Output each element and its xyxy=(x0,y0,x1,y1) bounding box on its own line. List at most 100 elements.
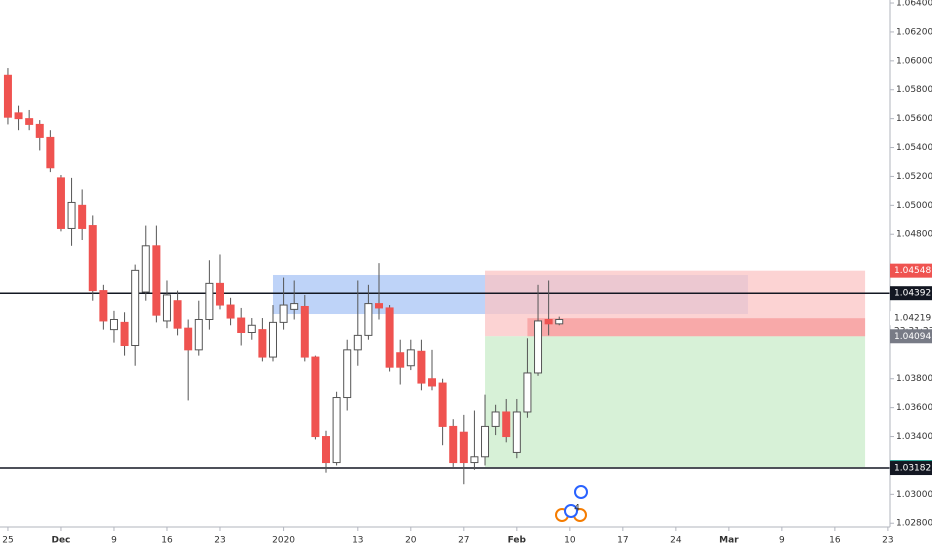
candle-body xyxy=(152,245,161,316)
y-tick-label: 1.06400 xyxy=(896,0,932,9)
candle-body xyxy=(215,282,224,306)
candle-body xyxy=(120,321,129,347)
candle-body xyxy=(88,225,97,292)
x-tick-label: 9 xyxy=(111,536,117,546)
event-icon[interactable] xyxy=(564,504,578,518)
y-tick-label: 1.05000 xyxy=(896,201,932,211)
candle-body xyxy=(512,411,521,453)
candle-body xyxy=(194,318,203,351)
x-tick-label: 2020 xyxy=(272,536,295,546)
candle-body xyxy=(502,411,511,438)
candle-body xyxy=(364,303,373,336)
price-label-box xyxy=(890,329,932,344)
x-tick-label: 25 xyxy=(2,536,13,546)
candle-body xyxy=(109,318,118,331)
price-label: 1.04548 xyxy=(894,266,931,276)
y-tick-label: 1.05600 xyxy=(896,114,932,124)
candle-body xyxy=(385,307,394,368)
zone xyxy=(485,336,866,468)
candle-body xyxy=(544,318,553,325)
x-tick-label: 27 xyxy=(458,536,469,546)
x-tick-label: Feb xyxy=(508,536,527,546)
candle-body xyxy=(25,118,34,125)
zone xyxy=(527,318,866,337)
candle-body xyxy=(406,349,415,367)
candle-body xyxy=(99,290,108,322)
price-label-box xyxy=(890,286,932,301)
price-label: 1.04094 xyxy=(894,332,931,342)
candle-body xyxy=(353,334,362,351)
x-tick-label: 23 xyxy=(882,536,893,546)
candle-body xyxy=(141,245,150,293)
candle-body xyxy=(279,304,288,323)
x-tick-label: 20 xyxy=(405,536,417,546)
candle-body xyxy=(3,74,12,118)
x-tick-label: 13 xyxy=(352,536,363,546)
candle-body xyxy=(247,324,256,333)
candle-body xyxy=(162,294,171,322)
candle-body xyxy=(78,204,87,229)
candle-body xyxy=(449,425,458,464)
candle-body xyxy=(321,436,330,464)
candle-body xyxy=(131,269,140,347)
y-tick-label: 1.06000 xyxy=(896,56,932,66)
event-icon[interactable] xyxy=(574,485,588,499)
y-tick-label: 1.03800 xyxy=(896,374,932,384)
candle-body xyxy=(417,350,426,384)
x-tick-label: 10 xyxy=(564,536,576,546)
y-tick-label: 1.02800 xyxy=(896,519,932,529)
events: 4 xyxy=(555,485,588,522)
candle-body xyxy=(555,318,564,325)
x-tick-label: 17 xyxy=(617,536,628,546)
price-label-box xyxy=(890,461,932,476)
candle-body xyxy=(534,320,543,374)
x-tick-label: 23 xyxy=(214,536,225,546)
x-tick-label: 16 xyxy=(161,536,173,546)
candle-body xyxy=(375,303,384,309)
candle-body xyxy=(173,300,182,329)
x-tick-label: 24 xyxy=(670,536,682,546)
candle-body xyxy=(237,317,246,333)
plot-area xyxy=(0,68,890,485)
candle-body xyxy=(481,425,490,458)
candle-body xyxy=(438,382,447,427)
candle-body xyxy=(343,349,352,399)
candle-body xyxy=(184,327,193,351)
price-label-box xyxy=(890,311,932,326)
candle-body xyxy=(46,136,55,169)
candle-body xyxy=(205,282,214,320)
candle-body xyxy=(226,304,235,319)
y-tick-label: 1.06200 xyxy=(896,27,932,37)
candle-body xyxy=(332,397,341,464)
price-label: 1.04219 xyxy=(894,314,931,324)
y-tick-label: 1.04800 xyxy=(896,230,932,240)
price-label: 1.04392 xyxy=(894,289,931,299)
x-tick-label: 16 xyxy=(829,536,841,546)
candle-body xyxy=(258,329,267,358)
candle-body xyxy=(459,431,468,464)
event-badge: 4 xyxy=(574,504,580,514)
y-tick-label: 1.03600 xyxy=(896,403,932,413)
y-tick-label: 1.05200 xyxy=(896,172,932,182)
candle-body xyxy=(523,372,532,413)
candle-body xyxy=(491,411,500,427)
price-label: 1.03182 xyxy=(894,464,931,474)
y-tick-label: 1.03400 xyxy=(896,432,932,442)
candle-body xyxy=(14,112,23,120)
candle-body xyxy=(428,378,437,387)
x-tick-label: Mar xyxy=(719,536,739,546)
x-tick-label: Dec xyxy=(51,536,70,546)
x-tick-label: 9 xyxy=(779,536,785,546)
price-label-box xyxy=(890,263,932,278)
candle-body xyxy=(35,123,44,138)
y-tick-label: 1.03000 xyxy=(896,490,932,500)
candle-body xyxy=(311,356,320,438)
candle-body xyxy=(67,201,76,229)
candle-body xyxy=(470,456,479,464)
candle-body xyxy=(300,305,309,358)
candle-body xyxy=(396,352,405,368)
y-tick-label: 1.05400 xyxy=(896,143,932,153)
candle-body xyxy=(290,303,299,310)
y-tick-label: 1.05800 xyxy=(896,85,932,95)
